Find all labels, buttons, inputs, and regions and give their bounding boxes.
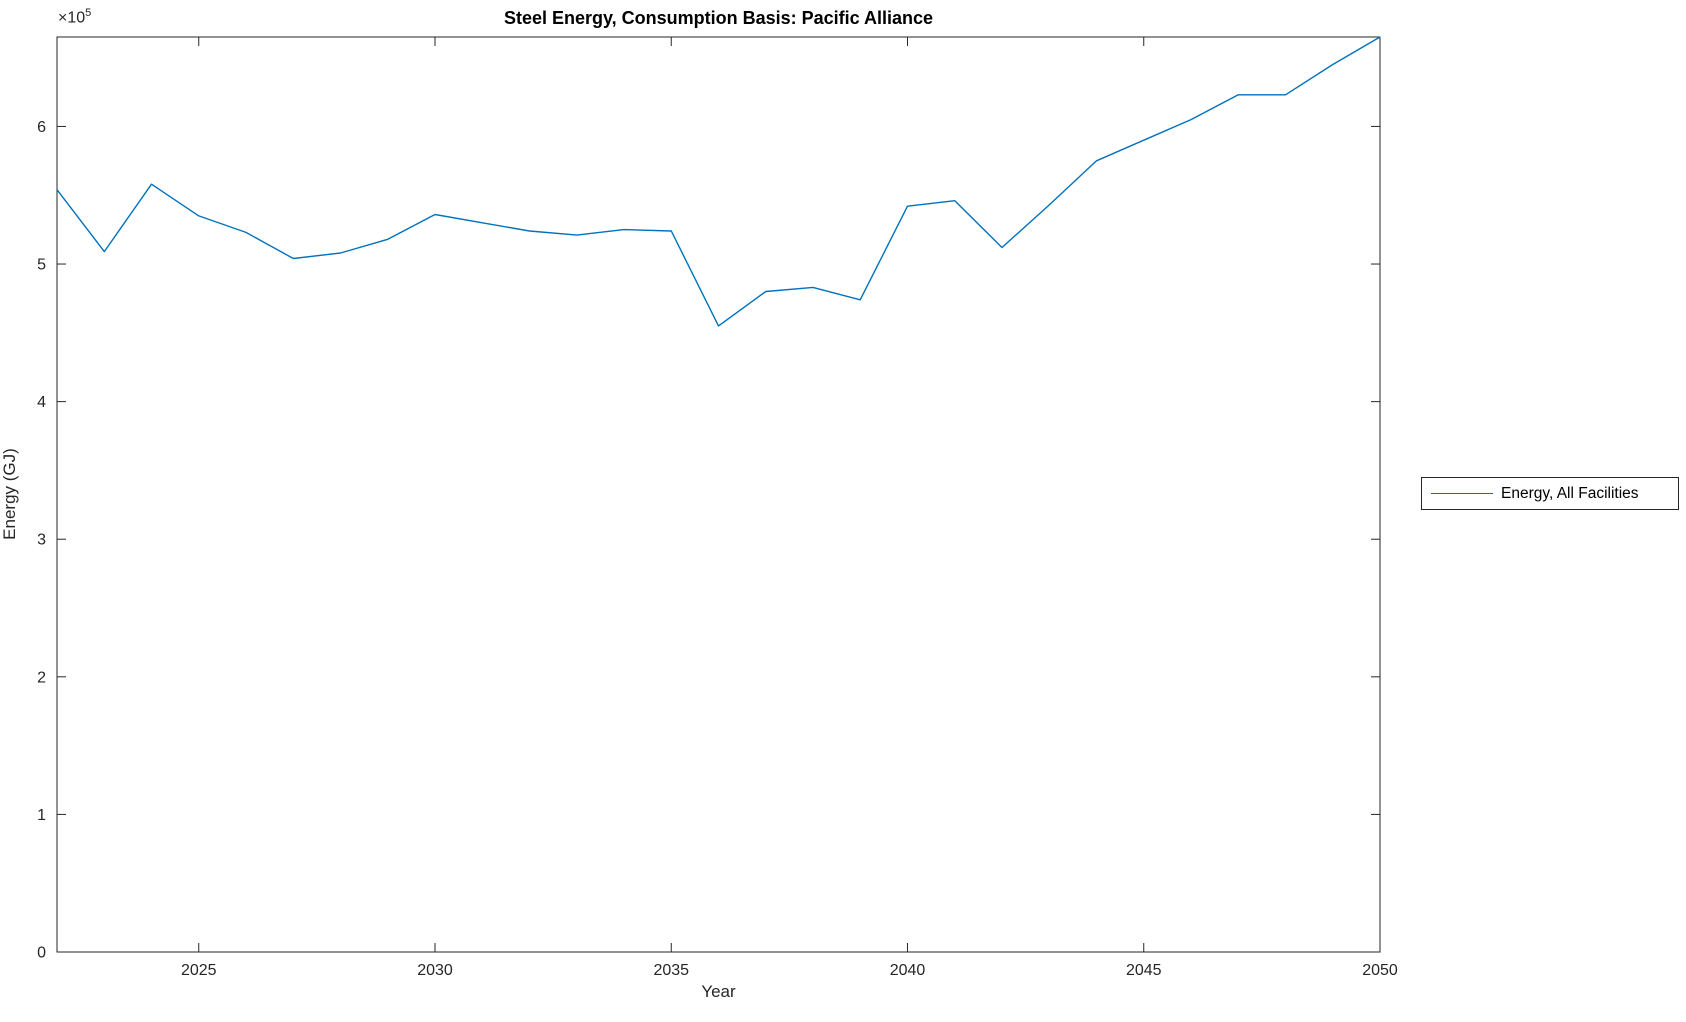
data-line	[56, 36, 1381, 327]
y-tick-label: 5	[37, 257, 46, 274]
legend-label: Energy, All Facilities	[1501, 484, 1639, 502]
y-tick-label: 4	[37, 394, 46, 411]
plot-box	[56, 36, 1381, 953]
legend: Energy, All Facilities	[1421, 477, 1679, 510]
y-axis-multiplier-exponent: 5	[85, 7, 92, 19]
y-tick-label: 2	[37, 669, 46, 686]
x-tick-label: 2040	[890, 962, 926, 979]
y-tick-label: 3	[37, 532, 46, 549]
y-tick-label: 1	[37, 807, 46, 824]
x-tick-label: 2025	[181, 962, 217, 979]
x-axis-label: Year	[701, 982, 736, 1001]
legend-line-sample	[1431, 493, 1493, 494]
y-axis-multiplier: ×105	[58, 7, 91, 27]
x-tick-label: 2045	[1126, 962, 1162, 979]
y-axis-multiplier-base: ×10	[58, 9, 86, 27]
x-tick-label: 2030	[417, 962, 453, 979]
x-tick-label: 2035	[653, 962, 689, 979]
chart-title: Steel Energy, Consumption Basis: Pacific…	[503, 8, 934, 28]
x-tick-label: 2050	[1362, 962, 1398, 979]
y-tick-label: 0	[37, 945, 46, 962]
y-tick-label: 6	[37, 119, 46, 136]
